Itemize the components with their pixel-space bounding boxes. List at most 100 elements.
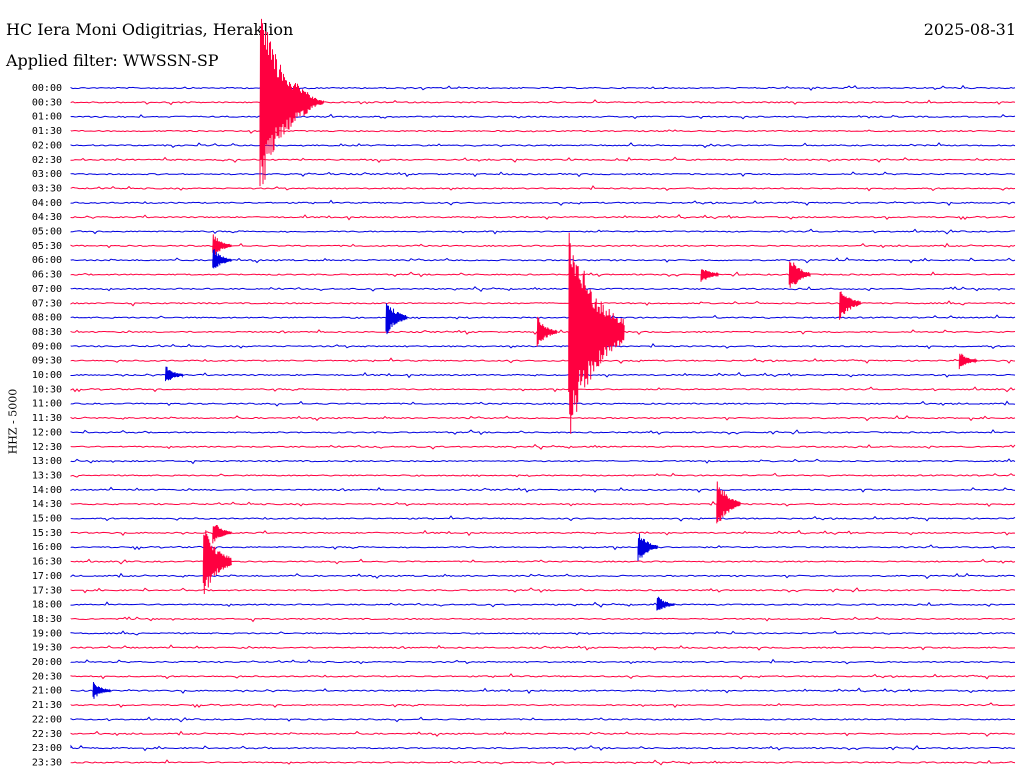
row-time-label: 10:00 — [32, 370, 62, 381]
event-waveform — [92, 681, 111, 699]
row-time-label: 11:00 — [32, 399, 62, 410]
trace-line — [70, 572, 1016, 580]
trace-line — [70, 228, 1015, 235]
trace-line — [70, 515, 1016, 522]
row-time-label: 21:30 — [32, 700, 62, 711]
trace-line — [70, 644, 1016, 651]
trace-line — [70, 199, 1016, 207]
row-time-label: 14:30 — [32, 499, 62, 510]
row-time-label: 20:30 — [32, 671, 62, 682]
row-time-label: 20:00 — [32, 657, 62, 668]
trace-line — [70, 630, 1016, 636]
event-waveform — [212, 524, 232, 544]
row-time-label: 10:30 — [32, 384, 62, 395]
event-waveform — [788, 261, 811, 288]
trace-line — [70, 472, 1016, 478]
row-time-label: 00:30 — [32, 97, 62, 108]
event-waveform — [385, 303, 408, 335]
trace-line — [70, 716, 1015, 723]
trace-line — [70, 271, 1016, 278]
row-time-label: 13:30 — [32, 470, 62, 481]
row-time-label: 00:00 — [32, 83, 62, 94]
row-time-label: 03:30 — [32, 183, 62, 194]
row-time-label: 02:00 — [32, 140, 62, 151]
event-waveform — [656, 596, 675, 611]
trace-line — [70, 658, 1016, 665]
trace-line — [70, 458, 1016, 465]
trace-line — [70, 84, 1016, 91]
trace-line — [70, 343, 1016, 350]
trace-line — [70, 113, 1016, 120]
event-waveform — [716, 481, 741, 524]
trace-line — [70, 386, 1016, 393]
trace-line — [70, 286, 1016, 293]
row-time-label: 01:30 — [32, 126, 62, 137]
event-waveform — [568, 232, 625, 434]
row-time-label: 22:30 — [32, 729, 62, 740]
row-time-label: 08:00 — [32, 313, 62, 324]
row-time-label: 16:30 — [32, 557, 62, 568]
event-waveform — [303, 91, 325, 116]
trace-line — [70, 99, 1016, 106]
trace-line — [70, 300, 1016, 307]
row-time-label: 15:00 — [32, 514, 62, 525]
trace-line — [70, 759, 1016, 766]
row-time-label: 23:30 — [32, 757, 62, 768]
row-time-label: 23:00 — [32, 743, 62, 754]
trace-line — [70, 601, 1016, 608]
trace-line — [70, 544, 1016, 551]
row-time-label: 07:30 — [32, 298, 62, 309]
event-waveform — [839, 291, 862, 320]
row-time-label: 06:30 — [32, 270, 62, 281]
row-time-label: 07:00 — [32, 284, 62, 295]
event-waveform — [165, 366, 184, 382]
event-waveform — [958, 353, 978, 370]
trace-line — [70, 429, 1016, 436]
row-time-label: 22:00 — [32, 714, 62, 725]
event-waveform — [202, 530, 232, 595]
row-time-label: 08:30 — [32, 327, 62, 338]
event-waveform — [212, 249, 232, 269]
row-time-label: 17:00 — [32, 571, 62, 582]
trace-line — [70, 486, 1016, 493]
row-time-label: 05:00 — [32, 227, 62, 238]
trace-line — [70, 744, 1016, 752]
row-time-label: 09:30 — [32, 356, 62, 367]
row-time-label: 06:00 — [32, 255, 62, 266]
row-time-label: 14:00 — [32, 485, 62, 496]
trace-line — [70, 400, 1016, 407]
row-time-label: 17:30 — [32, 585, 62, 596]
row-time-label: 18:00 — [32, 600, 62, 611]
trace-line — [70, 371, 1016, 379]
event-waveform — [212, 234, 232, 258]
row-time-label: 02:30 — [32, 155, 62, 166]
row-time-label: 21:00 — [32, 686, 62, 697]
filter-label: Applied filter: WWSSN-SP — [6, 51, 219, 70]
trace-line — [70, 616, 1016, 623]
trace-line — [70, 171, 1016, 178]
event-waveform — [536, 316, 558, 347]
event-waveform — [259, 18, 310, 187]
row-time-label: 16:00 — [32, 542, 62, 553]
trace-line — [70, 156, 1016, 163]
trace-line — [70, 702, 1016, 708]
trace-line — [70, 314, 1016, 320]
row-time-label: 01:00 — [32, 112, 62, 123]
trace-line — [70, 500, 1016, 508]
trace-line — [70, 443, 1016, 450]
trace-line — [70, 357, 1016, 364]
trace-line — [70, 673, 1015, 680]
row-time-label: 12:30 — [32, 442, 62, 453]
trace-line — [70, 129, 1016, 134]
event-waveform — [700, 269, 719, 282]
trace-line — [70, 185, 1016, 192]
event-waveform — [637, 533, 658, 561]
row-time-label: 15:30 — [32, 528, 62, 539]
row-time-label: 09:00 — [32, 341, 62, 352]
trace-line — [70, 142, 1016, 149]
trace-line — [70, 415, 1016, 422]
row-time-label: 13:00 — [32, 456, 62, 467]
trace-line — [70, 214, 1016, 221]
row-time-label: 11:30 — [32, 413, 62, 424]
